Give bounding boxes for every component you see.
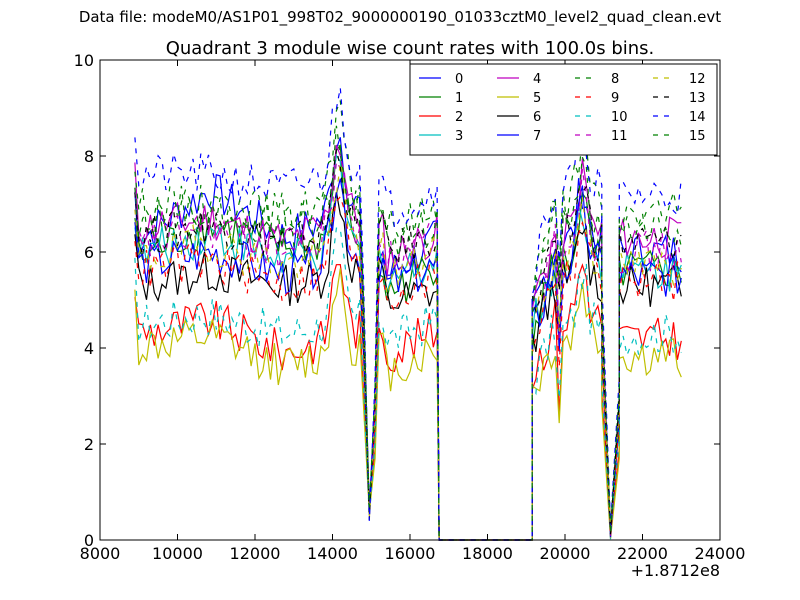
chart-title: Quadrant 3 module wise count rates with …	[166, 38, 655, 59]
y-tick-label: 2	[84, 435, 94, 454]
legend-label: 2	[455, 110, 463, 125]
legend-label: 9	[611, 91, 619, 106]
legend-label: 7	[533, 129, 541, 144]
legend-label: 3	[455, 129, 463, 144]
x-tick-label: 20000	[540, 544, 591, 563]
legend-label: 12	[689, 72, 706, 87]
legend-label: 11	[611, 129, 628, 144]
series-line-5	[134, 268, 682, 541]
legend-label: 1	[455, 91, 463, 106]
x-tick-label: 16000	[385, 544, 436, 563]
x-tick-label: 8000	[80, 544, 121, 563]
y-tick-label: 0	[84, 531, 94, 550]
legend-box	[409, 63, 718, 156]
x-tick-label: 22000	[617, 544, 668, 563]
legend-label: 15	[689, 129, 706, 144]
plot-lines	[134, 87, 682, 541]
x-axis: 8000 10000 12000 14000 16000 18000 20000 22000 2…	[80, 60, 746, 563]
y-tick-label: 4	[84, 339, 94, 358]
legend-label: 8	[611, 72, 619, 87]
legend-label: 5	[533, 91, 541, 106]
legend-label: 0	[455, 72, 463, 87]
series-line-14	[134, 87, 682, 541]
supertitle: Data file: modeM0/AS1P01_998T02_90000001…	[79, 8, 721, 27]
x-tick-label: 10000	[152, 544, 203, 563]
x-tick-label: 12000	[230, 544, 281, 563]
series-line-9	[134, 195, 682, 541]
series-line-15	[134, 125, 682, 541]
x-tick-label: 14000	[307, 544, 358, 563]
x-offset-label: +1.8712e8	[631, 561, 720, 580]
legend-label: 10	[611, 110, 628, 125]
legend-label: 13	[689, 91, 706, 106]
x-tick-label: 24000	[695, 544, 746, 563]
x-tick-label: 18000	[462, 544, 513, 563]
y-tick-label: 8	[84, 147, 94, 166]
y-tick-label: 10	[74, 51, 94, 70]
legend-label: 6	[533, 110, 541, 125]
y-tick-label: 6	[84, 243, 94, 262]
legend-label: 14	[689, 110, 706, 125]
legend-label: 4	[533, 72, 541, 87]
